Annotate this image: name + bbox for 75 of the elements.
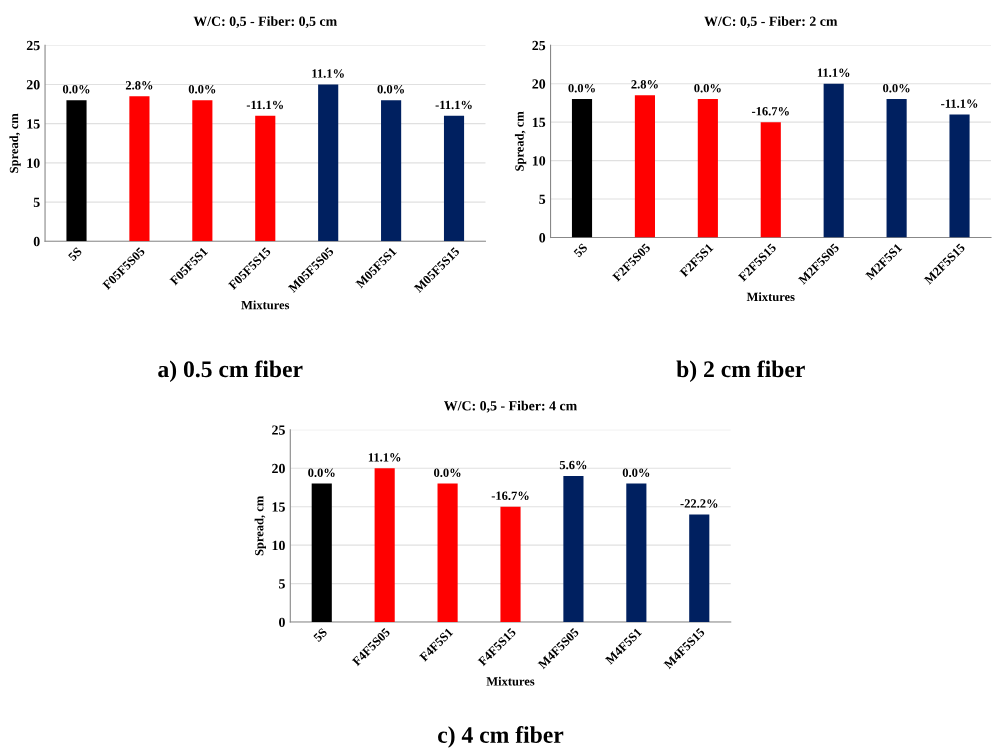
bar (129, 96, 150, 242)
y-tick-label: 20 (532, 79, 546, 89)
text: b) 2 cm fiber (676, 360, 805, 383)
y-tick-label: 15 (272, 502, 285, 512)
bar (949, 114, 970, 238)
chart-title: W/C: 0,5 - Fiber: 0,5 cm (193, 16, 337, 28)
bar (886, 99, 907, 238)
y-tick-label: 5 (33, 197, 40, 208)
y-axis-title: Spread, cm (9, 113, 21, 173)
bar (255, 115, 276, 242)
bar (374, 468, 395, 623)
annotation: 0.0% (883, 83, 910, 93)
bar (634, 95, 655, 238)
x-tick-label: 5S (313, 627, 328, 643)
y-tick-label: 15 (27, 119, 40, 129)
bar (760, 122, 781, 238)
bar (689, 514, 710, 623)
annotation: -22.2% (680, 499, 718, 508)
y-tick-label: 25 (532, 40, 546, 51)
x-axis-title: Mixtures (241, 300, 290, 310)
y-tick-label: 10 (27, 158, 40, 168)
annotation: 0.0% (622, 468, 650, 477)
annotation: 11.1% (368, 453, 401, 462)
bar (500, 506, 521, 623)
x-tick-label: 5S (573, 243, 588, 258)
annotation: -16.7% (491, 491, 529, 501)
y-tick-label: 20 (26, 80, 40, 90)
annotation: 0.0% (568, 83, 595, 93)
annotation: -11.1% (246, 100, 284, 110)
annotation: 2.8% (631, 80, 658, 89)
bar (311, 483, 332, 623)
x-axis-title: Mixtures (486, 676, 535, 686)
annotation: 0.0% (694, 83, 721, 93)
y-tick-label: 10 (532, 156, 546, 166)
text: a) 0.5 cm fiber (158, 360, 303, 383)
annotation: 0.0% (188, 84, 216, 94)
annotation: 2.8% (125, 81, 153, 90)
annotation: 0.0% (62, 84, 90, 94)
annotation: -11.1% (941, 99, 978, 108)
annotation: 0.0% (377, 84, 404, 94)
x-tick-label: 5S (67, 246, 83, 262)
y-tick-label: 0 (279, 617, 285, 628)
chart-title: W/C: 0,5 - Fiber: 4 cm (443, 400, 577, 413)
y-tick-label: 20 (272, 463, 285, 474)
annotation: 0.0% (434, 468, 461, 477)
annotation: 0.0% (308, 468, 335, 477)
y-tick-label: 15 (532, 117, 546, 128)
annotation: 11.1% (817, 68, 850, 78)
y-axis-title: Spread, cm (514, 111, 527, 171)
y-tick-label: 10 (272, 540, 285, 551)
y-axis-title: Spread, cm (254, 496, 266, 556)
text: c) 4 cm fiber (438, 726, 564, 748)
bar (626, 483, 647, 623)
y-tick-label: 0 (539, 233, 546, 243)
bar (381, 100, 402, 242)
y-tick-label: 0 (33, 236, 40, 247)
annotation: 5.6% (559, 460, 587, 470)
bar (823, 83, 844, 238)
annotation: 11.1% (312, 69, 344, 78)
y-tick-label: 5 (539, 194, 546, 205)
x-axis-title: Mixtures (746, 292, 795, 302)
y-tick-label: 25 (26, 40, 40, 51)
bar (443, 115, 465, 242)
bar (66, 100, 87, 242)
bar (571, 99, 593, 238)
annotation: -16.7% (751, 107, 789, 116)
y-tick-label: 25 (272, 425, 285, 435)
bar (563, 475, 584, 623)
bar (697, 99, 718, 238)
y-tick-label: 5 (279, 579, 285, 589)
chart-title: W/C: 0,5 - Fiber: 2 cm (704, 16, 838, 28)
bar (437, 483, 458, 623)
annotation: -11.1% (435, 100, 472, 110)
bar (192, 100, 213, 242)
bar (318, 84, 339, 242)
